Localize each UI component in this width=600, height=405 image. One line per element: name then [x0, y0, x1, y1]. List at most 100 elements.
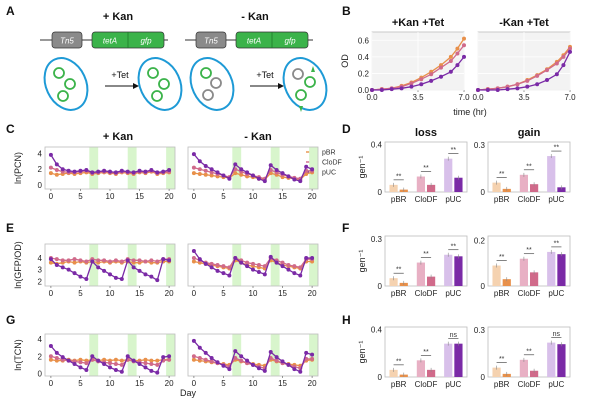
data-point-clodf — [96, 258, 101, 263]
chart-title: loss — [415, 127, 437, 139]
data-point-clodf — [429, 72, 434, 77]
significance-label: ** — [499, 254, 505, 261]
data-point-puc — [389, 87, 394, 92]
data-point-puc — [90, 354, 95, 359]
y-axis-label: ln(GFP/OD) — [13, 241, 23, 289]
bar-pbr-light — [389, 184, 398, 192]
data-point-puc — [72, 362, 77, 366]
treatment-band — [309, 244, 318, 286]
data-point-puc — [439, 74, 443, 79]
data-point-puc — [274, 355, 279, 360]
bar-puc-light — [547, 156, 556, 192]
data-point-puc — [256, 270, 261, 274]
category-label: pUC — [548, 195, 564, 204]
category-label: pBR — [494, 380, 510, 389]
data-point-puc — [78, 274, 83, 279]
significance-label: ** — [526, 163, 532, 170]
data-point-clodf — [545, 68, 549, 73]
data-point-puc — [102, 268, 107, 273]
significance-label: ns — [553, 331, 561, 338]
treatment-band — [166, 244, 175, 286]
data-point-puc — [161, 355, 166, 360]
panel-label-d: D — [342, 122, 351, 136]
data-point-pbr — [197, 171, 202, 176]
bar-clodf-dark — [530, 370, 539, 377]
treatment-band — [89, 244, 99, 286]
data-point-puc — [256, 176, 261, 181]
data-point-puc — [131, 358, 136, 363]
data-point-puc — [280, 171, 285, 176]
plot-frame — [487, 141, 571, 193]
data-point-clodf — [561, 54, 566, 59]
construct-plus-kan: Tn5 tetA gfp — [40, 31, 168, 49]
data-point-pbr — [239, 172, 244, 177]
data-point-puc — [274, 167, 279, 172]
chart-g-2: 0 5 10 15 20 — [187, 333, 319, 388]
significance-label: ** — [451, 243, 457, 250]
data-point-puc — [149, 274, 154, 279]
bar-puc-light — [547, 342, 556, 377]
chart-e-1: 0 5 10 15 20 2 3 4 ln(GFP/OD) — [13, 241, 176, 298]
data-point-puc — [476, 88, 480, 92]
bar-puc-light — [444, 158, 453, 192]
data-point-clodf — [48, 165, 53, 170]
data-point-clodf — [197, 167, 202, 172]
bar-puc-dark — [557, 344, 566, 377]
data-point-puc — [245, 358, 250, 363]
teta-label: tetA — [247, 37, 261, 46]
data-point-pbr — [113, 357, 118, 362]
data-point-puc — [191, 152, 196, 157]
data-point-clodf — [286, 263, 291, 267]
data-point-puc — [280, 264, 285, 269]
chart-c-1: 0 5 10 15 20 0 2 4 ln(PCN) — [13, 146, 176, 201]
tet-arrow-minus-kan: +Tet — [250, 70, 284, 89]
treatment-band — [89, 147, 99, 189]
data-point-clodf — [419, 77, 424, 82]
y-axis-label: gen⁻¹ — [357, 250, 367, 273]
data-point-puc — [227, 176, 232, 181]
data-point-puc — [60, 355, 65, 360]
y-tick-label: 0.2 — [358, 69, 370, 78]
significance-label: ** — [423, 251, 429, 258]
data-point-pbr — [54, 172, 59, 177]
bar-clodf-light — [416, 262, 425, 286]
data-point-puc — [292, 271, 297, 276]
data-point-clodf — [155, 362, 160, 367]
data-point-clodf — [167, 357, 172, 362]
tet-label: +Tet — [111, 70, 129, 80]
significance-label: ** — [554, 145, 560, 152]
data-point-puc — [72, 271, 77, 276]
x-tick-label: 5 — [221, 379, 226, 388]
data-point-puc — [455, 63, 460, 68]
data-point-clodf — [131, 258, 136, 263]
panel-a-left-title: + Kan — [103, 11, 134, 23]
col-title-plus-kan: + Kan — [103, 131, 134, 143]
data-point-clodf — [197, 356, 202, 360]
data-point-puc — [167, 258, 172, 263]
data-point-clodf — [54, 356, 59, 360]
data-point-puc — [203, 261, 208, 266]
plasmid-gfp — [158, 78, 170, 90]
data-point-puc — [96, 265, 101, 270]
plasmid-gfp — [64, 78, 76, 90]
tn5-label: Tn5 — [60, 37, 74, 46]
x-tick-label: 10 — [106, 379, 115, 388]
data-point-clodf — [191, 354, 196, 359]
panel-label-a: A — [6, 4, 15, 18]
panel-a: A + Kan - Kan Tn5 tetA gfp Tn5 tetA gfp — [6, 4, 328, 112]
bar-puc-light — [444, 254, 453, 286]
data-point-clodf — [137, 258, 142, 263]
panel-label-e: E — [6, 221, 14, 235]
gfp-label: gfp — [284, 37, 296, 46]
data-point-clodf — [149, 362, 154, 366]
chart-b-2: 0.0 3.5 7.0 -Kan +Tet time (hr) — [453, 17, 576, 117]
plasmid-gfp — [147, 67, 159, 79]
data-point-clodf — [155, 259, 160, 264]
y-tick-label: 0 — [378, 282, 383, 291]
significance-label: ** — [423, 165, 429, 172]
data-point-puc — [215, 268, 220, 273]
data-point-puc — [561, 63, 566, 68]
data-point-clodf — [48, 354, 53, 359]
x-tick-label: 0 — [192, 192, 197, 201]
